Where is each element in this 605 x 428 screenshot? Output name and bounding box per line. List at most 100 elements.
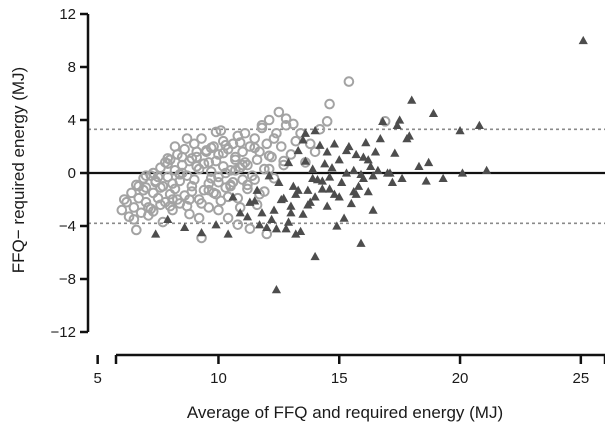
triangle-point: [428, 108, 439, 118]
circle-point: [140, 182, 152, 193]
triangle-point: [180, 222, 190, 232]
triangle-point: [293, 185, 303, 194]
triangle-point: [349, 165, 359, 175]
circle-point: [239, 127, 251, 139]
triangle-point: [151, 229, 161, 238]
circle-point: [116, 204, 128, 216]
circle-point: [172, 194, 183, 205]
triangle-point: [341, 145, 352, 155]
triangle-point: [242, 212, 253, 221]
y-tick-label: −8: [59, 271, 76, 288]
triangle-point: [407, 95, 417, 104]
circle-point: [169, 141, 181, 152]
circle-point: [222, 212, 234, 224]
circle-point: [256, 120, 268, 131]
triangle-point: [578, 35, 588, 45]
circle-point: [249, 133, 260, 144]
y-tick-label: 8: [68, 59, 76, 76]
triangle-point: [455, 126, 465, 135]
axes: [86, 14, 605, 357]
circle-point: [203, 178, 215, 189]
circle-point: [273, 106, 285, 118]
circle-point: [205, 166, 217, 177]
circle-point: [321, 116, 333, 127]
circle-point: [196, 198, 207, 209]
x-tick-label: 10: [210, 370, 227, 387]
triangle-point: [252, 185, 262, 194]
circle-point: [133, 180, 145, 192]
circle-point: [167, 194, 178, 205]
circle-point: [186, 180, 198, 192]
triangle-point: [303, 185, 313, 194]
triangle-point: [308, 164, 318, 173]
circle-point: [285, 149, 297, 160]
circle-point: [288, 118, 299, 130]
triangle-point: [395, 115, 405, 124]
triangle-point: [315, 140, 325, 149]
circle-point: [234, 137, 246, 148]
circle-point: [213, 176, 224, 188]
circle-point: [237, 159, 248, 171]
triangle-point: [271, 224, 282, 233]
circle-point: [230, 165, 241, 176]
circle-point: [140, 170, 152, 181]
circle-point: [193, 212, 205, 224]
circle-point: [181, 200, 193, 212]
circle-point: [249, 142, 260, 154]
circle-point: [244, 223, 256, 234]
circle-point: [309, 146, 321, 158]
circle-point: [217, 147, 229, 159]
triangle-point: [295, 226, 306, 235]
circle-point: [167, 178, 178, 189]
circle-point: [145, 203, 157, 215]
circle-point: [128, 202, 140, 213]
triangle-point: [298, 135, 308, 144]
circle-point: [280, 120, 292, 131]
triangle-point: [283, 157, 294, 167]
circle-point: [162, 171, 174, 183]
triangle-point: [324, 184, 335, 193]
triangle-point: [392, 120, 402, 129]
triangle-point: [254, 220, 265, 229]
y-axis-label: FFQ− required energy (MJ): [9, 67, 28, 273]
triangle-point: [269, 205, 279, 214]
circle-point: [191, 161, 203, 172]
triangle-point: [223, 229, 233, 238]
triangle-point: [457, 168, 468, 177]
triangle-point: [310, 126, 320, 135]
circle-point: [237, 174, 248, 185]
y-tick-label: 12: [59, 6, 76, 23]
triangle-point: [267, 214, 277, 224]
triangle-point: [262, 222, 272, 232]
circle-point: [324, 98, 335, 110]
circle-point: [215, 125, 227, 136]
triangle-point: [276, 194, 286, 204]
triangle-point: [281, 224, 291, 233]
triangle-point: [346, 198, 356, 208]
triangle-point: [257, 208, 267, 217]
triangle-point: [334, 192, 344, 201]
triangle-point: [474, 120, 484, 129]
circle-point: [150, 175, 161, 187]
circle-point: [140, 196, 152, 208]
triangle-point: [303, 200, 313, 209]
circle-point: [196, 133, 207, 144]
triangle-point: [414, 161, 424, 171]
triangle-point: [322, 147, 332, 156]
triangle-point: [327, 163, 337, 172]
triangle-point: [366, 161, 376, 171]
triangle-point: [368, 171, 378, 180]
triangle-point: [349, 186, 359, 196]
triangle-point: [322, 201, 332, 210]
triangle-point: [385, 168, 395, 177]
triangle-point: [370, 147, 381, 156]
triangle-point: [353, 181, 364, 190]
x-tick-label: 15: [331, 370, 348, 387]
triangle-point: [310, 251, 320, 261]
triangle-point: [235, 208, 245, 217]
triangle-point: [332, 221, 342, 230]
triangle-point: [482, 165, 492, 175]
x-tick-label: 5: [93, 370, 101, 387]
circle-point: [210, 155, 222, 167]
triangle-point: [341, 168, 352, 177]
